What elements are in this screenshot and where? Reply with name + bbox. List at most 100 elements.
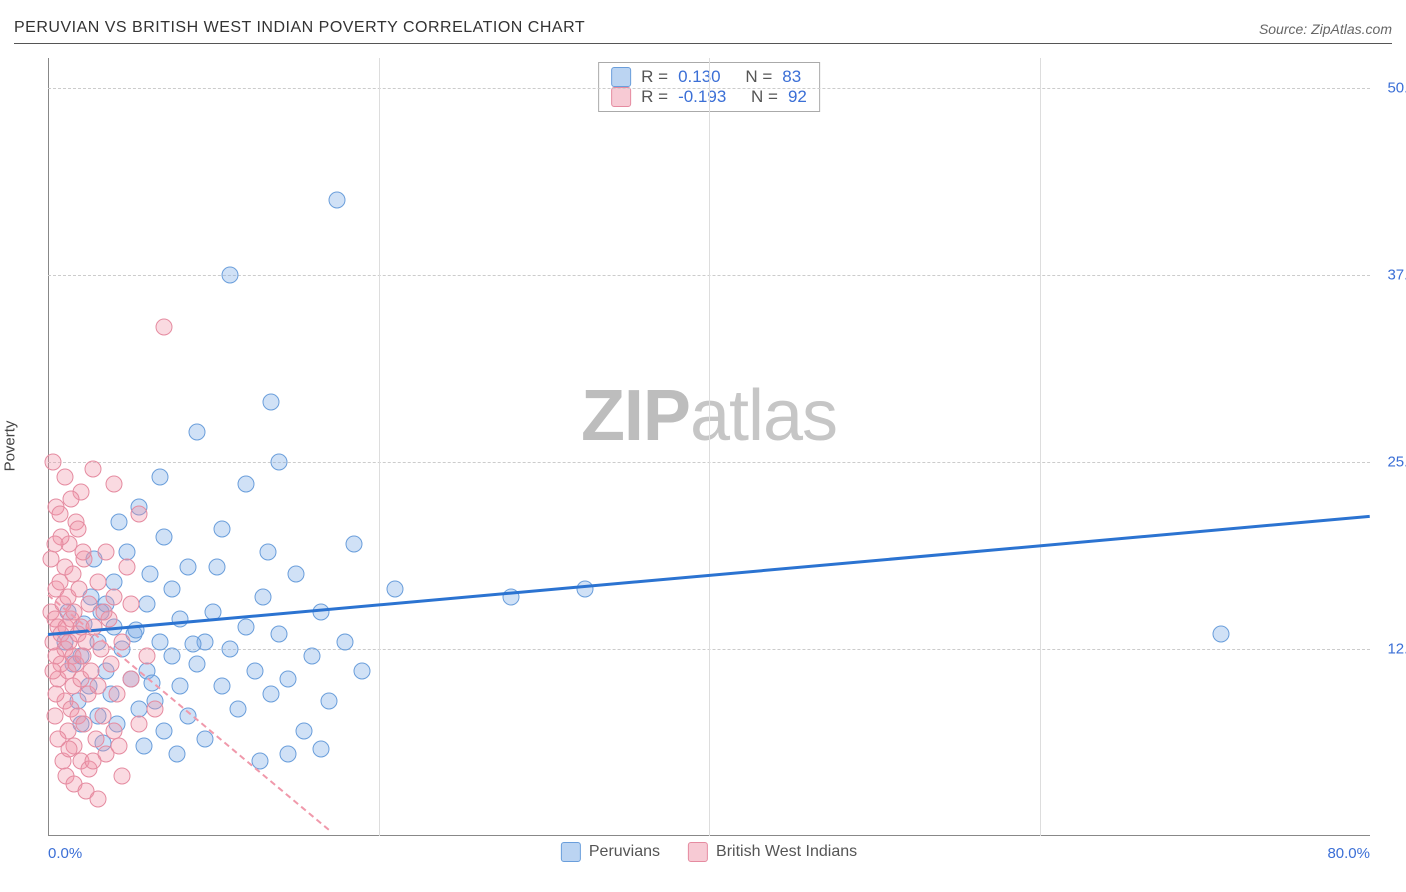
data-point xyxy=(89,678,106,695)
data-point xyxy=(44,663,61,680)
data-point xyxy=(69,521,86,538)
corr-n-label: N = xyxy=(745,67,772,87)
data-point xyxy=(238,618,255,635)
data-point xyxy=(135,738,152,755)
data-point xyxy=(152,468,169,485)
data-point xyxy=(155,528,172,545)
data-point xyxy=(263,394,280,411)
data-point xyxy=(155,319,172,336)
data-point xyxy=(185,636,202,653)
data-point xyxy=(122,670,139,687)
x-tick-label: 0.0% xyxy=(48,845,82,862)
data-point xyxy=(172,678,189,695)
data-point xyxy=(87,730,104,747)
data-point xyxy=(109,685,126,702)
data-point xyxy=(208,558,225,575)
data-point xyxy=(43,551,60,568)
data-point xyxy=(155,723,172,740)
gridline-v xyxy=(379,58,380,836)
y-axis-label: Poverty xyxy=(2,421,19,472)
legend-label-2: British West Indians xyxy=(716,843,857,861)
data-point xyxy=(106,588,123,605)
data-point xyxy=(188,424,205,441)
chart-container: PERUVIAN VS BRITISH WEST INDIAN POVERTY … xyxy=(0,0,1406,892)
bottom-legend: Peruvians British West Indians xyxy=(561,842,857,862)
gridline-v xyxy=(1040,58,1041,836)
data-point xyxy=(259,543,276,560)
data-point xyxy=(312,741,329,758)
data-point xyxy=(48,685,65,702)
data-point xyxy=(63,491,80,508)
swatch-pink-icon xyxy=(611,87,631,107)
data-point xyxy=(172,611,189,628)
data-point xyxy=(296,723,313,740)
data-point xyxy=(56,468,73,485)
source-label: Source: ZipAtlas.com xyxy=(1259,21,1392,37)
corr-n-label: N = xyxy=(751,87,778,107)
data-point xyxy=(51,506,68,523)
legend-label-1: Peruvians xyxy=(589,843,660,861)
title-bar: PERUVIAN VS BRITISH WEST INDIAN POVERTY … xyxy=(14,10,1392,44)
data-point xyxy=(271,453,288,470)
data-point xyxy=(577,581,594,598)
watermark-bold: ZIP xyxy=(581,376,690,456)
data-point xyxy=(142,566,159,583)
data-point xyxy=(271,626,288,643)
data-point xyxy=(44,453,61,470)
data-point xyxy=(163,648,180,665)
corr-n-value-1: 83 xyxy=(782,67,801,87)
data-point xyxy=(287,566,304,583)
swatch-blue-icon xyxy=(561,842,581,862)
data-point xyxy=(96,603,113,620)
data-point xyxy=(94,708,111,725)
chart-title: PERUVIAN VS BRITISH WEST INDIAN POVERTY … xyxy=(14,19,585,37)
data-point xyxy=(254,588,271,605)
data-point xyxy=(279,745,296,762)
data-point xyxy=(84,753,101,770)
swatch-pink-icon xyxy=(688,842,708,862)
legend-item-2: British West Indians xyxy=(688,842,857,862)
data-point xyxy=(345,536,362,553)
data-point xyxy=(114,633,131,650)
corr-n-value-2: 92 xyxy=(788,87,807,107)
data-point xyxy=(337,633,354,650)
watermark-light: atlas xyxy=(690,376,837,456)
data-point xyxy=(111,738,128,755)
data-point xyxy=(97,543,114,560)
data-point xyxy=(102,655,119,672)
data-point xyxy=(139,648,156,665)
y-tick-label: 12.5% xyxy=(1375,640,1406,657)
data-point xyxy=(71,581,88,598)
data-point xyxy=(130,506,147,523)
data-point xyxy=(89,790,106,807)
data-point xyxy=(387,581,404,598)
corr-r-label: R = xyxy=(641,67,668,87)
data-point xyxy=(329,192,346,209)
x-tick-label: 80.0% xyxy=(1327,845,1370,862)
data-point xyxy=(122,596,139,613)
data-point xyxy=(180,558,197,575)
data-point xyxy=(130,715,147,732)
data-point xyxy=(74,543,91,560)
data-point xyxy=(221,266,238,283)
swatch-blue-icon xyxy=(611,67,631,87)
y-tick-label: 25.0% xyxy=(1375,453,1406,470)
data-point xyxy=(230,700,247,717)
data-point xyxy=(246,663,263,680)
data-point xyxy=(84,461,101,478)
data-point xyxy=(168,745,185,762)
plot-area: ZIPatlas R = 0.130 N = 83 R = -0.193 N =… xyxy=(48,58,1370,836)
data-point xyxy=(106,476,123,493)
data-point xyxy=(119,558,136,575)
data-point xyxy=(320,693,337,710)
corr-r-label: R = xyxy=(641,87,668,107)
y-tick-label: 50.0% xyxy=(1375,79,1406,96)
data-point xyxy=(213,678,230,695)
y-tick-label: 37.5% xyxy=(1375,266,1406,283)
legend-item-1: Peruvians xyxy=(561,842,660,862)
corr-r-value-2: -0.193 xyxy=(678,87,726,107)
data-point xyxy=(139,596,156,613)
data-point xyxy=(111,513,128,530)
data-point xyxy=(61,741,78,758)
data-point xyxy=(304,648,321,665)
